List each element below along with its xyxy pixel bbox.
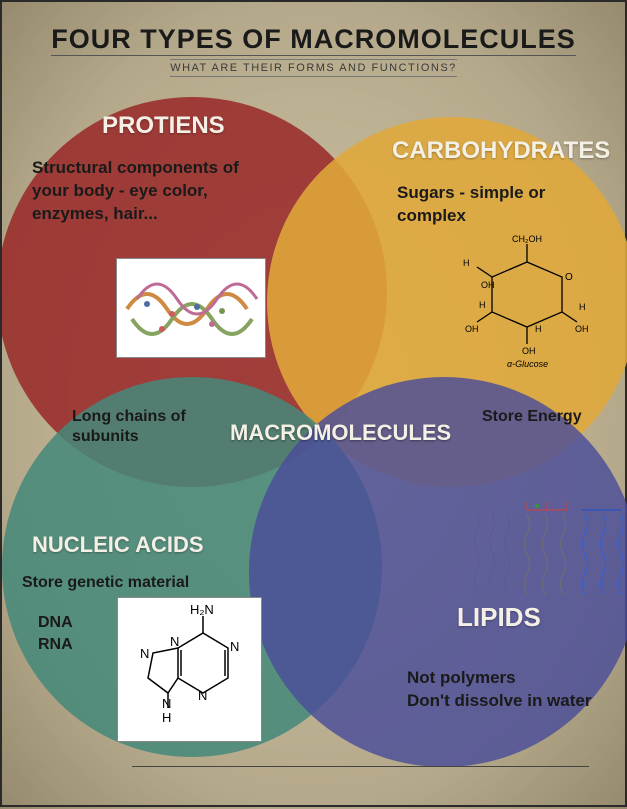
svg-text:OH: OH xyxy=(465,324,479,334)
glucose-structure-image: O CH₂OH OH H OH H OH H H OH α-Glucose xyxy=(457,232,597,372)
svg-text:OH: OH xyxy=(481,280,495,290)
svg-text:N: N xyxy=(230,639,239,654)
venn-diagram xyxy=(2,2,627,809)
svg-text:N: N xyxy=(162,696,171,711)
svg-text:H: H xyxy=(535,324,542,334)
svg-text:N: N xyxy=(170,634,179,649)
svg-text:CH₂OH: CH₂OH xyxy=(512,234,542,244)
svg-text:α-Glucose: α-Glucose xyxy=(507,359,548,369)
footer-divider xyxy=(132,766,589,767)
svg-text:H: H xyxy=(579,302,586,312)
svg-text:H: H xyxy=(479,300,486,310)
adenine-structure-image: H₂N N N N N N H xyxy=(117,597,262,742)
lipid-structure-image xyxy=(467,502,627,612)
svg-text:H₂N: H₂N xyxy=(190,602,214,617)
svg-text:H: H xyxy=(162,710,171,725)
svg-text:OH: OH xyxy=(522,346,536,356)
protein-structure-image xyxy=(116,258,266,358)
svg-text:O: O xyxy=(565,272,573,283)
svg-text:OH: OH xyxy=(575,324,589,334)
svg-text:N: N xyxy=(140,646,149,661)
svg-text:H: H xyxy=(463,258,470,268)
svg-text:N: N xyxy=(198,688,207,703)
